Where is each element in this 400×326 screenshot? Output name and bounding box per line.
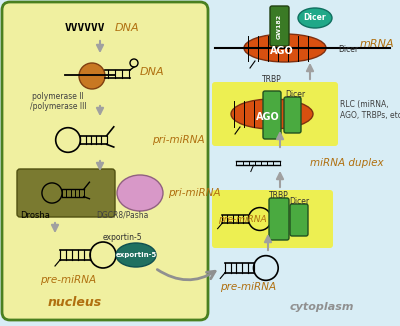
Ellipse shape xyxy=(117,175,163,211)
Text: DGCR8/Pasha: DGCR8/Pasha xyxy=(96,210,148,219)
Text: exportin-5: exportin-5 xyxy=(115,252,157,258)
Text: TRBP: TRBP xyxy=(269,191,289,200)
FancyBboxPatch shape xyxy=(269,198,289,240)
Ellipse shape xyxy=(298,8,332,28)
FancyArrowPatch shape xyxy=(157,270,215,280)
Text: Dicer: Dicer xyxy=(338,45,358,54)
Text: pre-miRNA: pre-miRNA xyxy=(220,282,276,292)
Text: GW182: GW182 xyxy=(276,13,282,38)
Text: pri-miRNA: pri-miRNA xyxy=(152,135,205,145)
Text: pri-miRNA: pri-miRNA xyxy=(168,188,221,198)
Text: miRNA duplex: miRNA duplex xyxy=(310,158,384,168)
FancyBboxPatch shape xyxy=(2,2,208,320)
Text: RLC (miRNA,
AGO, TRBPs, etc.): RLC (miRNA, AGO, TRBPs, etc.) xyxy=(340,100,400,120)
Text: mRNA: mRNA xyxy=(360,39,395,49)
Text: Dicer: Dicer xyxy=(304,13,326,22)
Text: nucleus: nucleus xyxy=(48,296,102,309)
FancyBboxPatch shape xyxy=(263,91,281,139)
FancyBboxPatch shape xyxy=(290,204,308,236)
Text: Dicer: Dicer xyxy=(289,197,309,206)
Ellipse shape xyxy=(244,34,326,62)
FancyBboxPatch shape xyxy=(212,190,333,248)
Text: DNA: DNA xyxy=(140,67,165,77)
FancyBboxPatch shape xyxy=(17,169,115,217)
Text: cytoplasm: cytoplasm xyxy=(290,302,354,312)
Text: pre-miRNA: pre-miRNA xyxy=(40,275,96,285)
Circle shape xyxy=(79,63,105,89)
Text: exportin-5: exportin-5 xyxy=(102,233,142,242)
Ellipse shape xyxy=(116,243,156,267)
Text: Drosha: Drosha xyxy=(20,211,50,220)
FancyBboxPatch shape xyxy=(284,97,301,133)
Text: polymerase II
/polymerase III: polymerase II /polymerase III xyxy=(30,92,86,111)
Text: AGO: AGO xyxy=(270,46,294,56)
FancyBboxPatch shape xyxy=(212,82,338,146)
FancyBboxPatch shape xyxy=(270,6,289,46)
Text: AGO: AGO xyxy=(256,112,280,122)
Text: pre-miRNA: pre-miRNA xyxy=(218,215,267,224)
Ellipse shape xyxy=(231,99,313,129)
Text: TRBP: TRBP xyxy=(262,75,282,84)
Text: DNA: DNA xyxy=(115,23,140,33)
Text: VVVVVV: VVVVVV xyxy=(65,23,106,33)
Text: Dicer: Dicer xyxy=(285,90,305,99)
